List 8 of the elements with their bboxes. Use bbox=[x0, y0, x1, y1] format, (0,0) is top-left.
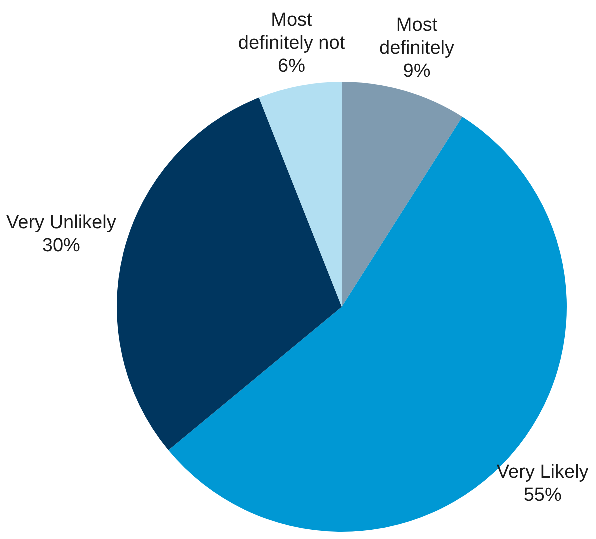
data-label: 55% bbox=[524, 484, 562, 506]
slice-label: Very Likely bbox=[496, 462, 590, 483]
slice-label: Very Unlikely bbox=[6, 212, 117, 234]
data-label: 9% bbox=[403, 60, 431, 82]
data-label: 6% bbox=[278, 56, 306, 77]
slice-label: Most definitely bbox=[380, 14, 456, 59]
slice-label: Most definitely not bbox=[238, 10, 346, 54]
data-label: 30% bbox=[42, 236, 81, 257]
